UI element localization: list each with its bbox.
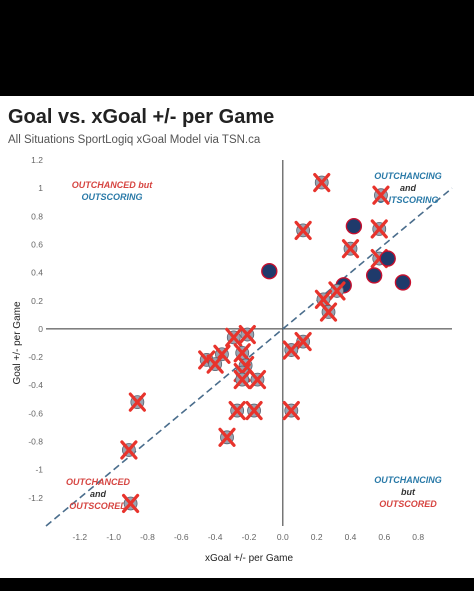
quadrant-label-line: OUTSCORING [81,192,142,202]
y-tick-label: 0.2 [31,296,43,306]
x-tick-label: -0.8 [140,532,155,542]
x-tick-label: -1.2 [73,532,88,542]
advancing-team-logo [365,267,383,284]
quadrant-label-line: OUTCHANCED [66,477,130,487]
x-tick-label: -1.0 [106,532,121,542]
eliminated-team-marker [218,427,236,447]
y-axis-title: Goal +/- per Game [12,301,23,385]
diagonal-reference-line [45,187,453,527]
eliminated-team-marker [341,239,360,259]
x-tick-label: -0.4 [208,532,223,542]
advancing-team-logo [345,217,363,235]
eliminated-team-marker [228,400,246,421]
advancing-team-logo [379,250,396,267]
eliminated-team-marker [238,324,256,345]
eliminated-team-marker [128,392,146,412]
eliminated-team-marker [120,440,138,460]
y-tick-label: -0.2 [28,352,43,362]
y-tick-label: 0 [38,324,43,334]
x-tick-label: 0.8 [412,532,424,542]
y-tick-label: -1.2 [28,493,43,503]
eliminated-team-marker [294,220,312,240]
scatter-chart: -1.2 -1 -0.8 -0.6 -0.4 -0.2 0 0.2 0.4 0.6 0.8 1 1.2 -… [12,155,453,564]
quadrant-label-line: but [401,487,416,497]
x-tick-label: -0.2 [242,532,257,542]
y-tick-label: -0.6 [28,408,43,418]
eliminated-team-marker [319,302,338,322]
x-tick-label: 0.0 [277,532,289,542]
eliminated-team-marker [206,354,224,374]
quadrant-label-line: OUTCHANCED but [72,180,153,190]
x-tick-label: 0.6 [378,532,390,542]
eliminated-team-marker [294,331,312,352]
y-tick-label: 1.2 [31,155,43,165]
x-axis-title: xGoal +/- per Game [205,553,294,564]
quadrant-label-line: OUTSCORED [69,501,127,511]
eliminated-team-marker [233,370,251,390]
eliminated-team-marker [372,185,390,205]
y-tick-label: -1 [35,465,43,475]
x-tick-label: 0.2 [311,532,323,542]
y-tick-label: 0.4 [31,268,43,278]
eliminated-team-marker [225,327,243,347]
axis-ticks: -1.2 -1 -0.8 -0.6 -0.4 -0.2 0 0.2 0.4 0.6 0.8 1 1.2 -… [28,155,424,542]
bottom-black-bar [0,578,474,591]
eliminated-team-marker [245,400,263,421]
y-tick-label: 0.6 [31,239,43,249]
eliminated-team-marker [282,400,300,421]
y-tick-label: -0.4 [28,380,43,390]
eliminated-team-marker [328,281,346,301]
quadrant-label-line: OUTSCORING [377,195,438,205]
data-points [120,172,412,514]
y-tick-label: -0.8 [28,437,43,447]
quadrant-label-line: and [90,489,107,499]
eliminated-team-marker [121,493,140,514]
quadrant-label-line: OUTCHANCING [374,475,442,485]
top-black-bar [0,0,474,96]
chart-subtitle: All Situations SportLogiq xGoal Model vi… [8,134,261,146]
y-tick-label: 1 [38,183,43,193]
quadrant-label-line: and [400,183,417,193]
y-tick-label: 0.8 [31,211,43,221]
eliminated-team-marker [370,219,388,239]
quadrant-label-line: OUTSCORED [379,499,437,509]
quadrant-labels: OUTCHANCED but OUTSCORING OUTCHANCING and OU… [66,171,442,511]
x-tick-label: -0.6 [174,532,189,542]
x-tick-label: 0.4 [345,532,357,542]
advancing-team-logo [261,263,278,280]
quadrant-label-line: OUTCHANCING [374,171,442,181]
chart-title: Goal vs. xGoal +/- per Game [8,106,275,128]
eliminated-team-marker [282,340,300,360]
eliminated-team-marker [314,289,333,309]
eliminated-team-marker [313,172,331,193]
eliminated-team-marker [248,370,267,390]
advancing-team-logo [394,274,412,291]
eliminated-team-marker [213,344,231,364]
